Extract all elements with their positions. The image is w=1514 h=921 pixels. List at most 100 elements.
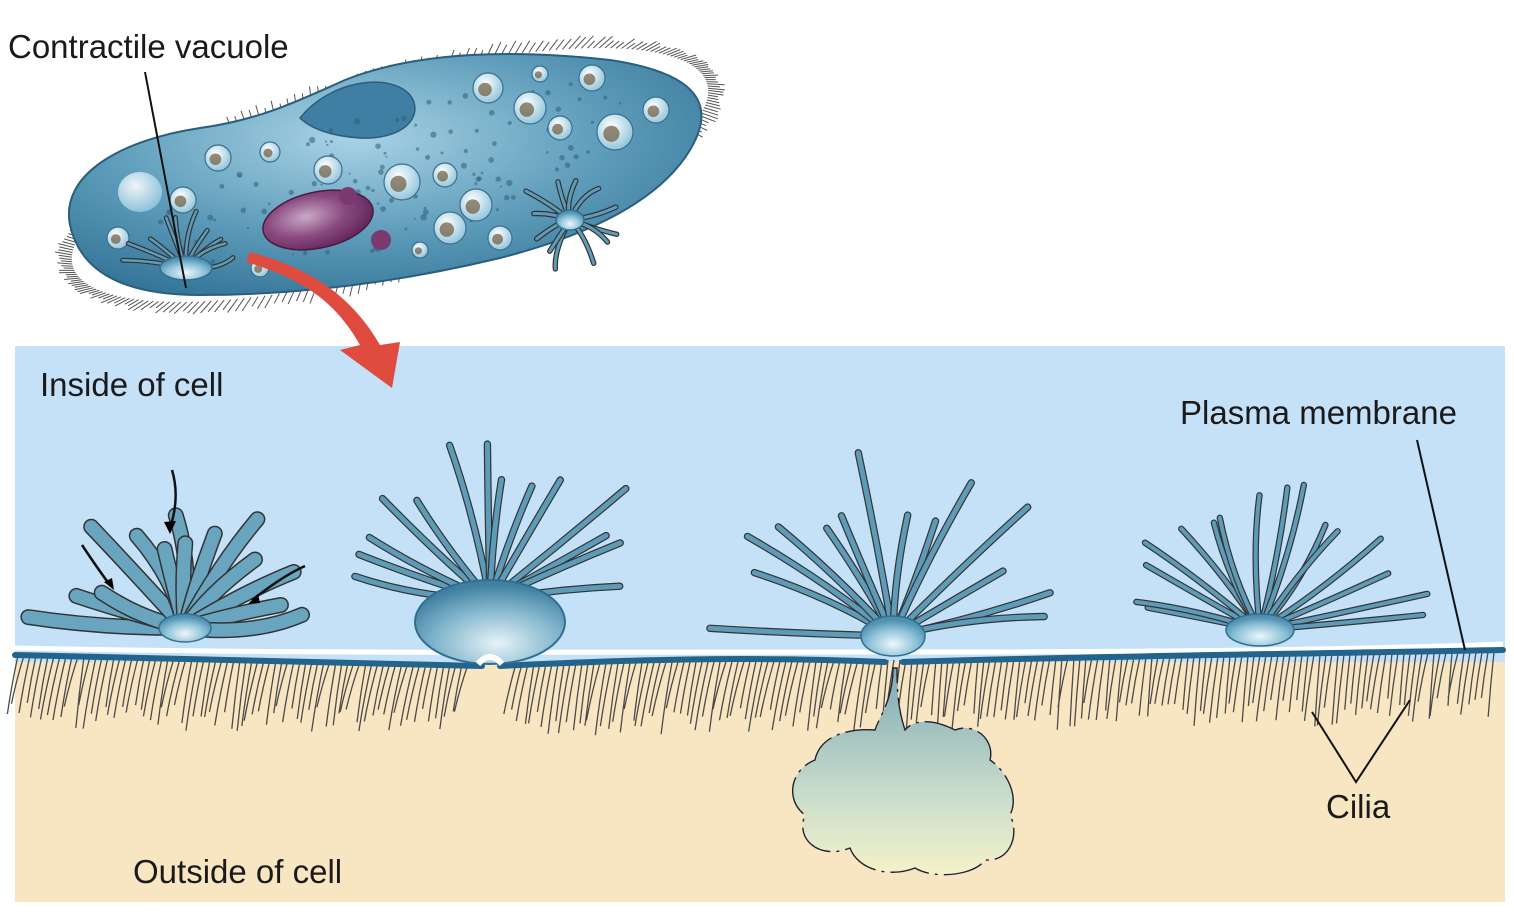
granule [378,169,384,175]
granule [395,118,399,122]
granule [158,219,163,224]
granule [420,214,426,220]
granule [586,150,590,154]
granule [220,184,225,189]
granule [441,152,444,155]
granule [402,116,407,121]
food-particle [478,83,492,97]
granule [448,100,452,104]
granule [349,173,351,175]
granule [489,110,495,116]
granule [268,202,271,205]
granule [555,167,559,171]
granule [464,149,468,153]
granule [239,175,242,178]
granule [474,182,477,185]
food-particle [319,165,332,178]
granule [404,228,407,231]
label-cilia: Cilia [1326,790,1390,823]
granule [574,154,579,159]
granule [241,208,247,214]
granule [591,121,594,124]
granule [377,202,380,205]
food-particle [648,105,660,117]
granule [414,124,417,127]
granule [416,147,419,150]
granule [496,208,499,211]
granule [380,206,386,212]
granule [496,176,501,181]
granule [211,259,215,263]
granule [389,198,394,203]
granule [481,172,484,175]
granule [488,157,494,163]
granule [213,219,216,222]
granule [492,141,497,146]
granule [556,107,561,112]
granule [472,173,475,176]
food-particle [390,176,406,192]
granule [475,129,479,133]
granule [477,176,482,181]
granule [568,145,574,151]
granule [425,155,430,160]
granule [261,209,267,215]
granule [508,121,512,125]
food-vacuole [118,172,162,212]
granule [506,180,512,186]
food-particle [584,73,596,85]
vacuole-body [415,580,565,664]
granule [504,195,509,200]
vacuole-body [861,616,925,656]
oral-groove [300,82,415,138]
food-particle [520,102,534,116]
food-particle [415,247,422,254]
granule [461,163,467,169]
vacuole-body [1226,614,1294,646]
granule [559,155,565,161]
label-outside-of-cell: Outside of cell [133,855,342,888]
granule [371,189,374,192]
granule [312,181,317,186]
label-plasma-membrane: Plasma membrane [1180,396,1457,429]
granule [500,186,502,188]
granule [380,165,385,170]
granule [309,137,315,143]
granule [578,97,582,101]
granule [385,156,387,158]
granule [375,143,381,149]
food-particle [111,234,121,244]
granule [354,118,360,124]
food-particle [440,222,454,236]
paramecium-cell [55,36,725,314]
food-particle [492,234,503,245]
granule [545,90,550,95]
granule [603,96,607,100]
granule [370,249,374,253]
food-particle [175,195,187,207]
granule [326,144,328,146]
granule [366,186,371,191]
granule [303,251,307,255]
granule [306,142,310,146]
micronucleus [339,187,357,205]
granule [289,190,294,195]
granule [414,218,416,220]
granule [353,179,358,184]
granule [329,128,333,132]
granule [207,215,213,221]
food-particle [437,171,448,182]
food-particle [466,199,480,213]
granule [569,82,573,86]
granule [384,152,387,155]
granule [424,207,427,210]
granule [511,195,516,200]
vacuole-body [160,256,212,280]
food-particle [603,126,619,142]
granule [463,93,469,99]
vacuole-body [556,210,584,230]
granule [292,253,294,255]
label-contractile-vacuole: Contractile vacuole [8,30,289,63]
granule [546,151,549,154]
